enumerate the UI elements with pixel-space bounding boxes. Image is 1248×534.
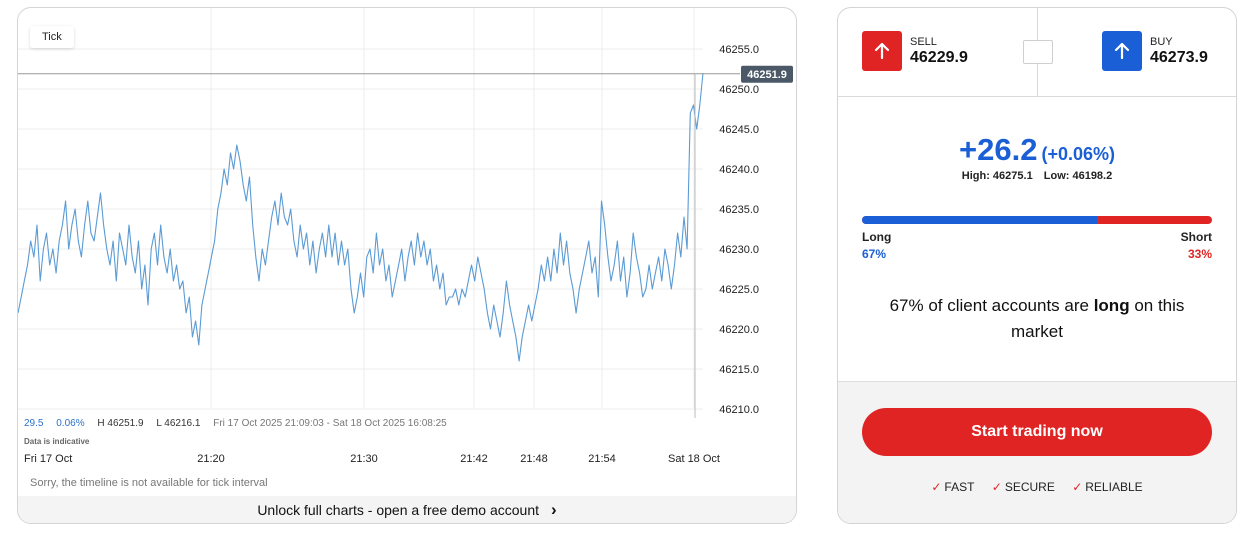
- high-value: High: 46275.1: [961, 170, 1033, 182]
- x-tick-label: 21:30: [350, 453, 378, 465]
- short-percent: 33%: [1187, 247, 1212, 261]
- change-value: +26.2: [959, 132, 1038, 167]
- short-label: Short: [1180, 230, 1212, 244]
- daily-change: +26.2 (+0.06%): [838, 132, 1236, 168]
- chart-stats: 29.5 0.06% H 46251.9 L 46216.1 Fri 17 Oc…: [24, 418, 457, 429]
- high-low-row: High: 46275.1 Low: 46198.2: [838, 170, 1236, 182]
- cta-section: Start trading now ✓ FAST ✓ SECURE ✓ RELIABL…: [838, 381, 1236, 523]
- chart-panel: 46255.0 46250.0 46245.0 46240.0 46235.0 46230…: [17, 7, 797, 524]
- check-icon: ✓: [1072, 480, 1083, 494]
- stat-change-pct: 0.06%: [56, 418, 85, 429]
- stat-low: L 46216.1: [156, 418, 201, 429]
- trade-panel: SELL 46229.9 BUY 46273.9 +26.2 (+0.06%) H…: [837, 7, 1237, 524]
- buy-price: 46273.9: [1150, 48, 1208, 66]
- x-tick-label: Sat 18 Oct: [668, 453, 720, 465]
- price-chart[interactable]: 46255.0 46250.0 46245.0 46240.0 46235.0 46230…: [18, 8, 797, 498]
- y-tick-label: 46215.0: [719, 364, 759, 376]
- y-tick-label: 46230.0: [719, 244, 759, 256]
- current-price-tag: [741, 65, 793, 83]
- long-percent: 67%: [862, 247, 887, 261]
- y-tick-label: 46210.0: [719, 404, 759, 416]
- y-tick-label: 46235.0: [719, 204, 759, 216]
- x-tick-label: 21:42: [460, 453, 488, 465]
- sell-arrow-icon: [862, 31, 902, 71]
- sell-label: SELL: [910, 35, 937, 48]
- current-price-tag-label: 46251.9: [747, 69, 787, 81]
- check-icon: ✓: [931, 480, 942, 494]
- feature-reliable: ✓ RELIABLE: [1072, 480, 1143, 494]
- price-row: SELL 46229.9 BUY 46273.9: [838, 8, 1236, 97]
- quantity-box[interactable]: [1023, 40, 1053, 64]
- feature-fast: ✓ FAST: [931, 480, 975, 494]
- buy-button[interactable]: BUY 46273.9: [1102, 31, 1208, 71]
- low-value: Low: 46198.2: [1043, 170, 1113, 182]
- sentiment-direction: long: [1093, 296, 1130, 315]
- y-tick-label: 46220.0: [719, 324, 759, 336]
- x-tick-label: Fri 17 Oct: [24, 453, 72, 465]
- y-tick-label: 46225.0: [719, 284, 759, 296]
- y-tick-label: 46250.0: [719, 84, 759, 96]
- sell-button[interactable]: SELL 46229.9: [862, 31, 968, 71]
- sell-price: 46229.9: [910, 48, 968, 66]
- price-series-line: [18, 72, 704, 362]
- change-percent: (+0.06%): [1041, 144, 1115, 164]
- feature-secure: ✓ SECURE: [991, 480, 1055, 494]
- buy-arrow-icon: [1102, 31, 1142, 71]
- feature-list: ✓ FAST ✓ SECURE ✓ RELIABLE: [838, 480, 1236, 494]
- stat-high: H 46251.9: [97, 418, 144, 429]
- y-tick-label: 46255.0: [719, 44, 759, 56]
- stat-range: Fri 17 Oct 2025 21:09:03 - Sat 18 Oct 20…: [213, 418, 447, 429]
- y-tick-label: 46245.0: [719, 124, 759, 136]
- unlock-charts-link[interactable]: Unlock full charts - open a free demo ac…: [18, 496, 796, 523]
- chevron-right-icon: ›: [551, 500, 557, 519]
- timeline-note: Sorry, the timeline is not available for…: [30, 477, 268, 489]
- indicative-note: Data is indicative: [24, 437, 90, 446]
- stat-change: 29.5: [24, 418, 44, 429]
- buy-label: BUY: [1150, 35, 1173, 48]
- client-sentiment-message: 67% of client accounts are long on this …: [889, 296, 1185, 341]
- start-trading-button[interactable]: Start trading now: [862, 408, 1212, 456]
- x-tick-label: 21:20: [197, 453, 225, 465]
- long-label: Long: [862, 230, 892, 244]
- x-tick-label: 21:48: [520, 453, 548, 465]
- x-tick-label: 21:54: [588, 453, 616, 465]
- check-icon: ✓: [991, 480, 1002, 494]
- sentiment-bar: [862, 216, 1212, 224]
- sentiment-long-fill: [862, 216, 1097, 224]
- y-tick-label: 46240.0: [719, 164, 759, 176]
- tick-interval-tab[interactable]: Tick: [30, 26, 74, 48]
- unlock-text: Unlock full charts - open a free demo ac…: [257, 501, 540, 518]
